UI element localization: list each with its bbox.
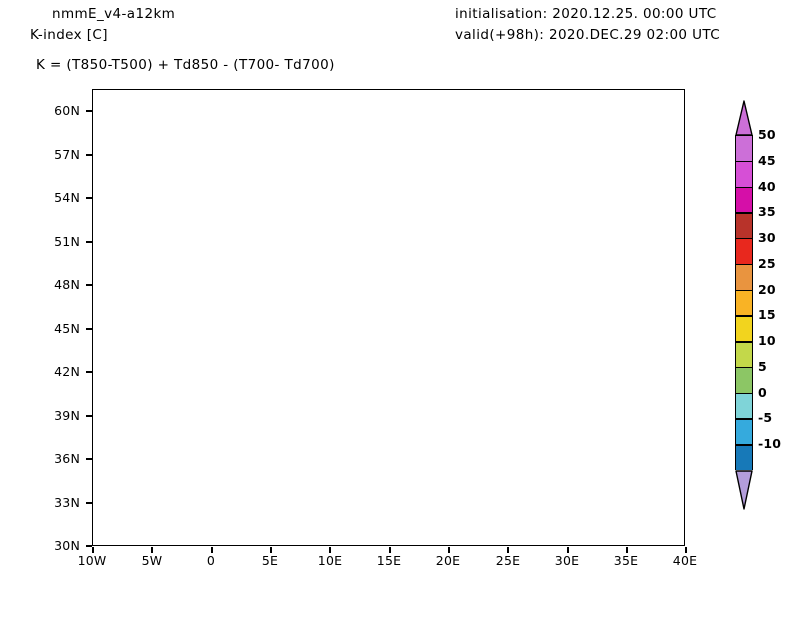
colorbar-separator [735,186,753,188]
colorbar-band-50-55 [735,135,753,161]
lon-tick [270,547,272,553]
colorbar-separator [735,238,753,240]
colorbar-over-cap [735,100,753,136]
initialisation-label: initialisation: 2020.12.25. 00:00 UTC [455,6,717,22]
colorbar-separator [735,289,753,291]
colorbar-tick-label-45: 45 [758,152,776,168]
colorbar-separator [735,135,753,137]
lat-tick [86,197,92,199]
colorbar-tick-label-0: 0 [758,384,767,400]
lat-tick [86,328,92,330]
lat-label-60N: 60N [54,103,80,118]
lat-label-30N: 30N [54,538,80,553]
plot-frame [92,89,685,546]
colorbar-separator [735,341,753,343]
map-plot-area [92,89,685,546]
formula-label: K = (T850-T500) + Td850 - (T700- Td700) [36,57,335,73]
lat-label-45N: 45N [54,321,80,336]
lat-tick [86,371,92,373]
colorbar-tick-label--10: -10 [758,436,782,452]
lon-tick [92,547,94,553]
lon-label-30E: 30E [554,553,580,568]
colorbar-tick-label-40: 40 [758,178,776,194]
lat-tick [86,110,92,112]
colorbar-tick-label--5: -5 [758,410,773,426]
lat-label-57N: 57N [54,147,80,162]
lat-tick [86,284,92,286]
lat-label-36N: 36N [54,451,80,466]
lat-tick [86,458,92,460]
colorbar-band-40-45 [735,186,753,213]
colorbar-separator [735,366,753,369]
lat-label-42N: 42N [54,364,80,379]
lon-label-40E: 40E [672,553,698,568]
colorbar-tick-label-15: 15 [758,307,776,323]
colorbar-separator [735,444,753,446]
lat-label-51N: 51N [54,234,80,249]
lat-label-33N: 33N [54,495,80,510]
colorbar-band-15-20 [735,315,753,342]
lon-label-10W: 10W [77,553,107,568]
colorbar-separator [735,418,753,420]
colorbar-band-20-25 [735,289,753,316]
lon-tick [211,547,213,553]
lon-tick [448,547,450,553]
lon-label-20E: 20E [435,553,461,568]
lon-label-0: 0 [206,553,216,568]
colorbar-band-0-5 [735,392,753,419]
colorbar-tick-label-5: 5 [758,358,767,374]
field-name-label: K-index [C] [30,27,108,43]
colorbar-tick-label-35: 35 [758,204,776,220]
lon-label-5E: 5E [261,553,279,568]
colorbar-separator [735,263,753,266]
colorbar-separator [735,315,753,317]
lon-label-35E: 35E [613,553,639,568]
colorbar-tick-label-25: 25 [758,255,776,271]
colorbar-tick-label-50: 50 [758,127,776,142]
lon-label-10E: 10E [317,553,343,568]
colorbar-tick-label-10: 10 [758,333,776,349]
colorbar-band--10--5 [735,444,753,470]
lon-tick [151,547,153,553]
colorbar-tick-label-30: 30 [758,230,776,246]
model-name-label: nmmE_v4-a12km [52,6,176,22]
lon-label-25E: 25E [495,553,521,568]
lon-label-5W: 5W [141,553,163,568]
valid-time-label: valid(+98h): 2020.DEC.29 02:00 UTC [455,27,721,43]
lon-tick [389,547,391,553]
lat-tick [86,545,92,547]
lat-label-48N: 48N [54,277,80,292]
colorbar-separator [735,160,753,163]
lon-label-15E: 15E [376,553,402,568]
colorbar-band-35-40 [735,212,753,239]
colorbar-tick-label-20: 20 [758,281,776,297]
lon-tick [567,547,569,553]
lon-tick [685,547,687,553]
lon-tick [329,547,331,553]
colorbar-separator [735,392,753,395]
lat-tick [86,502,92,504]
lat-tick [86,241,92,243]
colorbar-separator [735,212,753,214]
lat-label-54N: 54N [54,190,80,205]
colorbar-band-45-50 [735,160,753,187]
colorbar-band-5-10 [735,366,753,393]
lon-tick [507,547,509,553]
lon-tick [626,547,628,553]
colorbar-band--5-0 [735,418,753,445]
colorbar-band-25-30 [735,263,753,290]
lat-tick [86,154,92,156]
colorbar-band-10-15 [735,341,753,367]
colorbar-band-30-35 [735,238,753,264]
colorbar-under-cap [735,470,753,510]
lat-tick [86,415,92,417]
lat-label-39N: 39N [54,408,80,423]
colorbar[interactable] [735,135,753,470]
